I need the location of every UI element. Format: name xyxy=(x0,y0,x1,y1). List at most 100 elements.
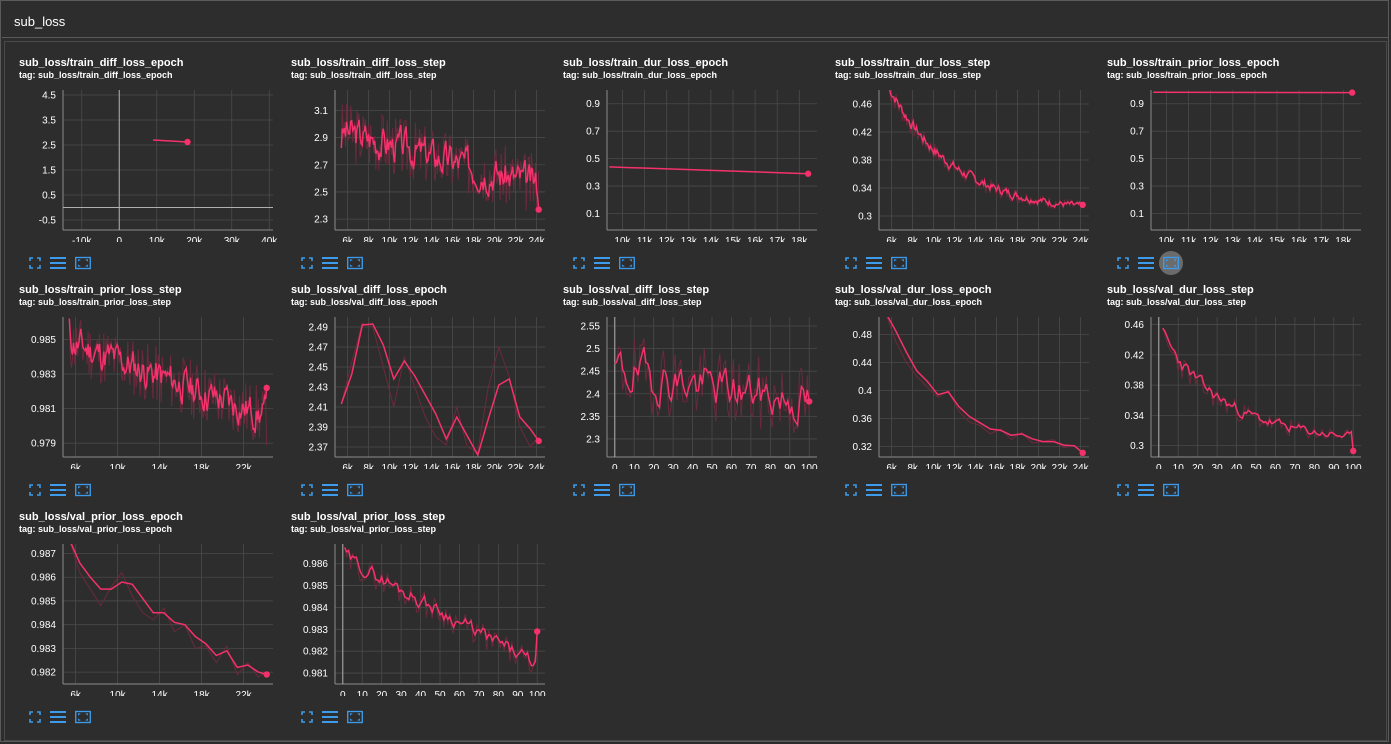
fit-domain-button[interactable] xyxy=(75,255,91,271)
fullscreen-button[interactable] xyxy=(299,255,315,271)
show-data-button[interactable] xyxy=(594,482,610,498)
fit-domain-button[interactable] xyxy=(75,709,91,725)
last-point-marker[interactable] xyxy=(535,437,542,445)
show-data-button[interactable] xyxy=(866,482,882,498)
chart-plot[interactable]: 6k 8k 10k 12k 14k 16k 18k 20k 22k 24k 0.3 0.34 0.38 0… xyxy=(821,82,1093,242)
show-data-button[interactable] xyxy=(50,255,66,271)
last-point-marker[interactable] xyxy=(535,206,542,213)
y-tick-label: 2.55 xyxy=(581,322,601,333)
chart-plot[interactable]: 6k 8k 10k 12k 14k 16k 18k 20k 22k 24k 2.37 2.39 2.41… xyxy=(277,309,549,469)
x-tick-label: 10 xyxy=(1173,463,1185,469)
x-tick-label: 40 xyxy=(1231,463,1243,469)
raw-series-line xyxy=(70,544,267,678)
show-data-button[interactable] xyxy=(322,709,338,725)
chart-tag: tag: sub_loss/train_diff_loss_epoch xyxy=(19,70,173,80)
last-point-marker[interactable] xyxy=(1079,449,1086,456)
fit-domain-button[interactable] xyxy=(619,255,635,271)
last-point-marker[interactable] xyxy=(1350,447,1357,455)
fit-domain-button[interactable] xyxy=(75,482,91,498)
last-point-marker[interactable] xyxy=(184,138,191,146)
x-tick-label: 20k xyxy=(487,236,504,242)
fullscreen-button[interactable] xyxy=(571,482,587,498)
show-data-button[interactable] xyxy=(594,255,610,271)
fit-domain-button[interactable] xyxy=(891,255,907,271)
y-tick-label: 2.7 xyxy=(314,160,328,171)
show-data-button[interactable] xyxy=(1138,482,1154,498)
last-point-marker[interactable] xyxy=(1348,89,1356,96)
x-tick-label: 22k xyxy=(236,463,253,469)
show-data-button[interactable] xyxy=(322,482,338,498)
x-tick-label: 0 xyxy=(1156,463,1162,469)
show-data-button[interactable] xyxy=(866,255,882,271)
fullscreen-button[interactable] xyxy=(843,255,859,271)
fullscreen-button[interactable] xyxy=(1115,482,1131,498)
show-data-button[interactable] xyxy=(50,482,66,498)
fullscreen-button[interactable] xyxy=(27,482,43,498)
y-tick-label: 2.43 xyxy=(309,383,329,394)
chart-plot[interactable]: 10k 11k 12k 13k 14k 15k 16k 17k 18k 0.1 0.3 0.5 0.7 0… xyxy=(1093,82,1365,242)
list-icon xyxy=(1138,257,1154,269)
x-tick-label: 40 xyxy=(415,690,427,696)
x-tick-label: 12k xyxy=(947,236,964,242)
fullscreen-button[interactable] xyxy=(571,255,587,271)
last-point-marker[interactable] xyxy=(1079,201,1086,208)
smoothed-series-line xyxy=(887,317,1084,454)
fullscreen-button[interactable] xyxy=(27,709,43,725)
show-data-button[interactable] xyxy=(1138,255,1154,271)
fullscreen-button[interactable] xyxy=(1115,255,1131,271)
last-point-marker[interactable] xyxy=(263,384,270,392)
fit-domain-button[interactable] xyxy=(891,482,907,498)
chart-plot[interactable]: 6k 10k 14k 18k 22k 0.982 0.983 0.984 0.985 0.986 0… xyxy=(5,536,277,696)
last-point-marker[interactable] xyxy=(804,170,812,177)
fullscreen-button[interactable] xyxy=(299,709,315,725)
section-header[interactable]: sub_loss xyxy=(2,2,1389,38)
last-point-marker[interactable] xyxy=(534,628,541,635)
chart-title: sub_loss/val_diff_loss_step xyxy=(563,284,710,296)
series-group xyxy=(70,544,267,678)
last-point-marker[interactable] xyxy=(263,671,270,678)
show-data-button[interactable] xyxy=(50,709,66,725)
fullscreen-button[interactable] xyxy=(299,482,315,498)
x-tick-label: 6k xyxy=(886,463,898,469)
x-tick-label: 0 xyxy=(116,236,122,242)
x-tick-label: 14k xyxy=(424,463,441,469)
x-tick-label: 60 xyxy=(1270,463,1282,469)
fullscreen-button[interactable] xyxy=(27,255,43,271)
fit-domain-button[interactable] xyxy=(1159,251,1183,275)
list-icon xyxy=(866,257,882,269)
fit-domain-button[interactable] xyxy=(619,482,635,498)
chart-plot[interactable]: 6k 8k 10k 12k 14k 16k 18k 20k 22k 24k 2.3 2.5 2.7 2.9… xyxy=(277,82,549,242)
y-tick-label: 2.45 xyxy=(581,367,601,378)
chart-title: sub_loss/val_prior_loss_epoch xyxy=(19,511,183,523)
fullscreen-icon xyxy=(29,484,41,496)
chart-plot[interactable]: 6k 10k 14k 18k 22k 0.979 0.981 0.983 0.985 xyxy=(5,309,277,469)
x-tick-label: 6k xyxy=(70,690,82,696)
fullscreen-button[interactable] xyxy=(843,482,859,498)
chart-plot[interactable]: 0 10 20 30 40 50 60 70 80 90 100 0.3 0.34 0.38 0.42 0.4… xyxy=(1093,309,1365,469)
fullscreen-icon xyxy=(573,257,585,269)
x-tick-label: 18k xyxy=(194,690,211,696)
chart-plot[interactable]: 0 10 20 30 40 50 60 70 80 90 100 0.981 0.982 0.983 0.9… xyxy=(277,536,549,696)
chart-plot[interactable]: 10k 11k 12k 13k 14k 15k 16k 17k 18k 0.1 0.3 0.5 0.7 0… xyxy=(549,82,821,242)
chart-plot[interactable]: -10k 0 10k 20k 30k 40k -0.5 0.5 1.5 2.5 3.5 4.5 xyxy=(5,82,277,242)
x-tick-label: 15k xyxy=(1269,236,1286,242)
y-tick-label: 0.983 xyxy=(303,625,328,636)
y-tick-label: 0.979 xyxy=(31,439,56,450)
y-tick-label: 0.981 xyxy=(31,404,56,415)
chart-plot[interactable]: 6k 8k 10k 12k 14k 16k 18k 20k 22k 24k 0.32 0.36 0.4 0… xyxy=(821,309,1093,469)
fit-domain-button[interactable] xyxy=(347,255,363,271)
chart-card-train-dur-loss-epoch: sub_loss/train_dur_loss_epoch tag: sub_l… xyxy=(549,42,821,271)
y-tick-label: 0.9 xyxy=(586,99,600,110)
fit-domain-button[interactable] xyxy=(1163,482,1179,498)
series-group xyxy=(68,318,268,446)
chart-plot[interactable]: 0 10 20 30 40 50 60 70 80 90 100 2.3 2.35 2.4 2.45 2.5 2… xyxy=(549,309,821,469)
last-point-marker[interactable] xyxy=(806,398,813,405)
show-data-button[interactable] xyxy=(322,255,338,271)
x-tick-label: 12k xyxy=(403,463,420,469)
x-tick-label: 90 xyxy=(1328,463,1340,469)
fit-domain-button[interactable] xyxy=(347,709,363,725)
smoothed-series-line xyxy=(340,323,540,457)
fit-domain-button[interactable] xyxy=(347,482,363,498)
fit-domain-icon xyxy=(1163,483,1179,497)
y-tick-label: 2.41 xyxy=(309,403,329,414)
